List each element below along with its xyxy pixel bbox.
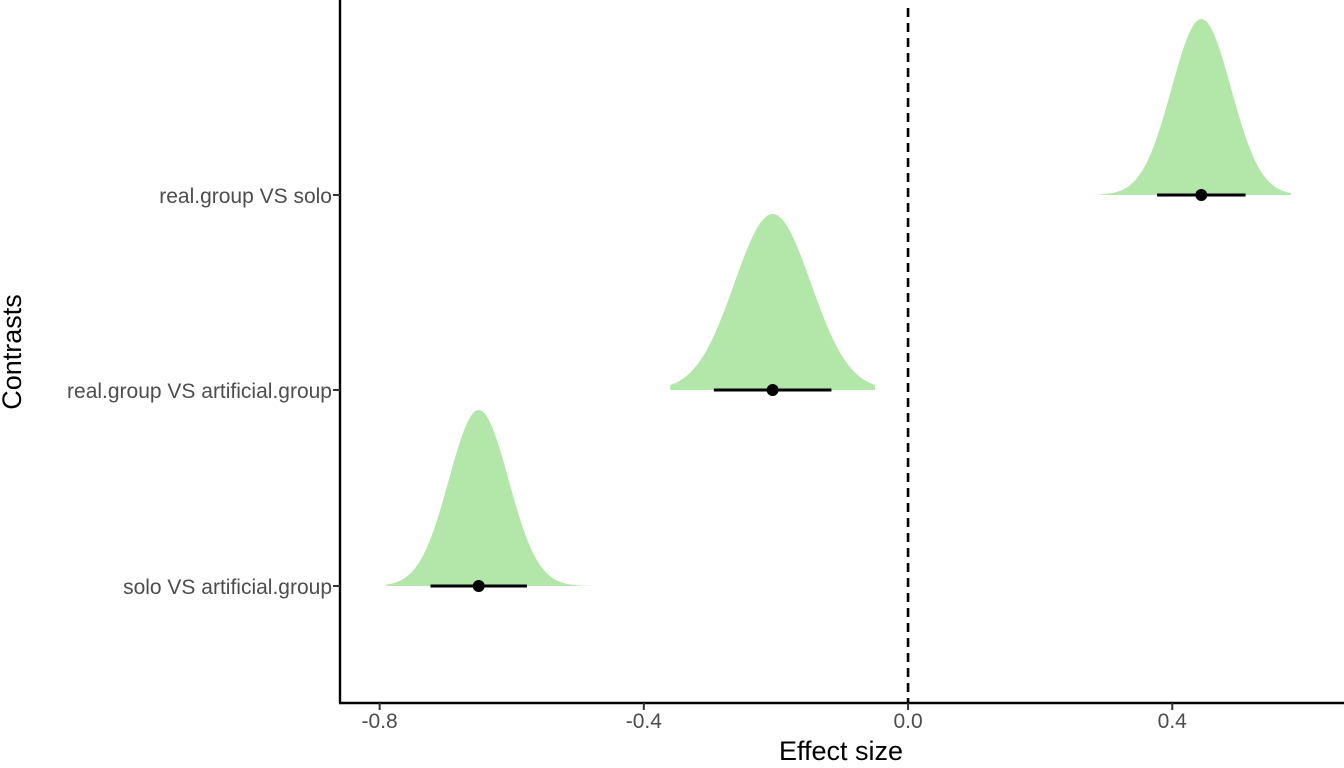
density-shape: [1099, 19, 1292, 195]
density-shape: [386, 410, 591, 586]
x-tick-layer: -0.8 -0.4 0.0 0.4: [362, 703, 1188, 733]
x-tick-label: -0.8: [362, 710, 398, 733]
x-axis-title: Effect size: [779, 736, 903, 766]
mean-point: [1195, 189, 1208, 201]
x-tick-label: -0.4: [626, 710, 663, 733]
category-label: real.group VS solo: [159, 185, 332, 208]
x-tick-label: 0.4: [1158, 710, 1188, 733]
y-tick-layer: real.group VS solo real.group VS artifici…: [67, 185, 340, 599]
y-axis-title: Contrasts: [0, 294, 27, 410]
density-layer: [386, 19, 1292, 586]
mean-point: [766, 384, 779, 396]
category-label: real.group VS artificial.group: [67, 380, 332, 403]
x-tick-label: 0.0: [893, 710, 922, 733]
density-shape: [670, 214, 876, 390]
interval-layer: [430, 189, 1246, 592]
category-label: solo VS artificial.group: [123, 576, 332, 599]
mean-point: [472, 580, 485, 592]
